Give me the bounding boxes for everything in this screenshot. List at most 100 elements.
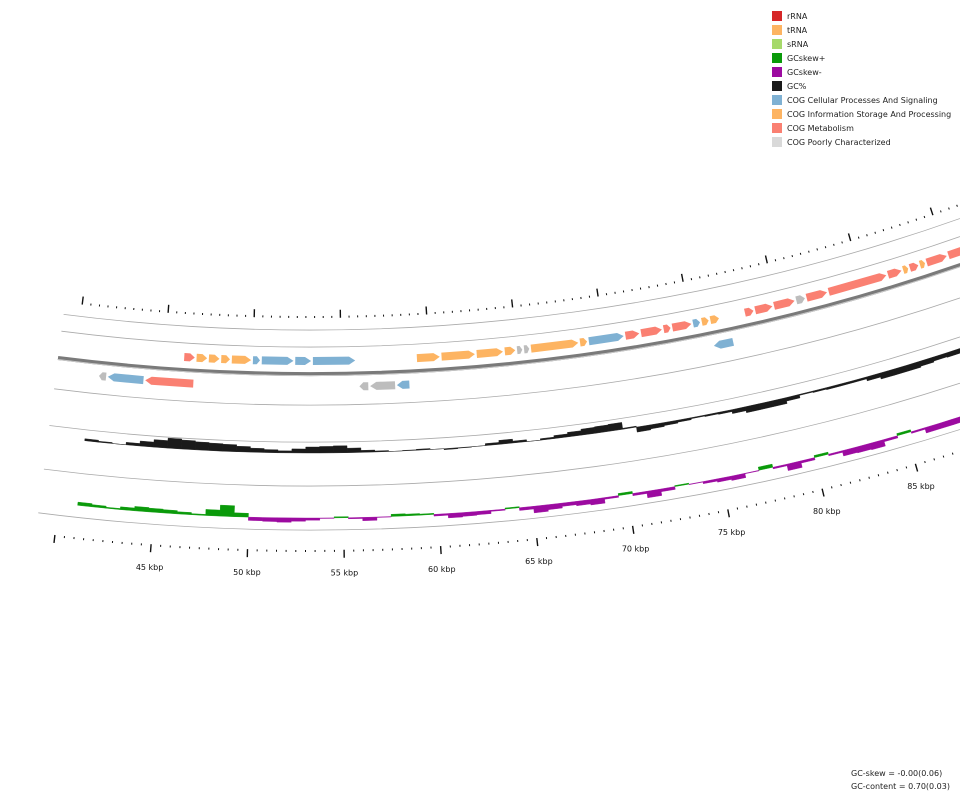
gc-skew-bar xyxy=(305,517,320,521)
gc-skew-bar xyxy=(730,473,747,481)
gc-skew-bar xyxy=(813,451,829,458)
outer-minor-tick xyxy=(896,468,898,472)
gc-skew-bar xyxy=(77,501,93,508)
inner-minor-tick xyxy=(890,226,893,229)
gene-forward-information xyxy=(530,339,579,353)
gc-skew-bar xyxy=(646,488,663,499)
inner-minor-tick xyxy=(799,252,802,255)
gc-skew-bar xyxy=(575,499,592,507)
inner-major-tick xyxy=(167,304,170,313)
gene-forward-information xyxy=(441,350,475,361)
gc-skew-bar xyxy=(674,482,690,487)
gc-skew-bar xyxy=(632,491,648,496)
outer-minor-tick xyxy=(951,452,954,455)
outer-minor-tick xyxy=(887,471,889,474)
outer-minor-tick xyxy=(859,479,861,482)
gc-content-bar xyxy=(153,439,169,449)
gc-content-bar xyxy=(471,445,486,447)
outer-major-tick xyxy=(914,463,919,472)
outer-major-tick xyxy=(821,488,825,497)
gc-skew-bar xyxy=(828,450,843,457)
gc-content-bar xyxy=(84,438,99,443)
inner-minor-tick xyxy=(741,267,743,270)
gc-content-bar xyxy=(852,376,867,383)
inner-major-tick xyxy=(425,306,428,315)
legend-item-cog-cellular: COG Cellular Processes And Signaling xyxy=(772,93,951,107)
gc-skew-bar xyxy=(291,517,306,522)
gc-content-bar xyxy=(208,442,224,452)
inner-minor-tick xyxy=(808,250,810,253)
gc-content-bar xyxy=(677,417,692,423)
inner-minor-tick xyxy=(882,229,885,232)
gc-skew-bar xyxy=(419,513,435,516)
gc-skew-bar xyxy=(433,513,449,517)
outer-major-tick xyxy=(536,538,539,547)
legend: rRNA tRNA sRNA GCskew+ GCskew- GC% COG C… xyxy=(772,9,951,149)
gc-skew-bar xyxy=(319,517,335,519)
gene-forward-information xyxy=(476,348,503,358)
gc-content-bar xyxy=(305,446,320,454)
inner-major-tick xyxy=(596,288,599,297)
gc-content-bar xyxy=(567,430,582,438)
legend-item-gc-percent: GC% xyxy=(772,79,951,93)
legend-item-cog-poorly: COG Poorly Characterized xyxy=(772,135,951,149)
gene-forward-metabolism xyxy=(886,268,902,279)
gc-skew-bar xyxy=(757,463,774,471)
gc-skew-bar xyxy=(841,446,858,457)
gc-content-bar xyxy=(905,361,922,372)
gc-content-bar xyxy=(457,446,472,449)
gc-content-bar xyxy=(484,442,500,446)
legend-label: COG Metabolism xyxy=(787,123,854,133)
legend-item-rrna: rRNA xyxy=(772,9,951,23)
gene-forward-information xyxy=(709,315,719,324)
gene-forward-poorly xyxy=(516,345,523,355)
scale-label: 45 kbp xyxy=(136,563,164,572)
inner-minor-tick xyxy=(841,241,843,244)
gc-content-bar xyxy=(717,409,733,415)
gc-skew-bar xyxy=(702,478,718,484)
gc-skew-bar xyxy=(561,501,577,507)
gc-content-bar xyxy=(594,424,610,434)
gc-content-bar xyxy=(291,448,306,454)
gc-skew-bar xyxy=(148,507,164,514)
gene-forward-metabolism xyxy=(827,273,887,296)
gc-skew-bar xyxy=(276,517,292,523)
gc-content-bar xyxy=(945,348,960,358)
gc-skew-bar xyxy=(504,506,520,510)
gc-content-bar xyxy=(731,406,747,414)
gc-skew-bar xyxy=(105,506,121,510)
inner-minor-tick xyxy=(791,254,793,258)
inner-major-tick xyxy=(764,255,768,264)
gc-content-stat: GC-content = 0.70(0.03) xyxy=(851,782,950,791)
gene-forward-information xyxy=(902,265,909,274)
gene-forward-information xyxy=(701,317,709,326)
gc-skew-bar xyxy=(405,513,420,517)
inner-major-tick xyxy=(680,273,684,282)
legend-item-cog-metabolism: COG Metabolism xyxy=(772,121,951,135)
inner-minor-tick xyxy=(816,248,818,251)
outer-minor-tick xyxy=(831,486,833,489)
outer-minor-tick xyxy=(877,474,880,477)
gc-content-bar xyxy=(333,445,348,454)
gene-forward-metabolism xyxy=(744,307,754,317)
track-line xyxy=(43,382,960,487)
inner-minor-tick xyxy=(824,246,827,249)
gene-forward-metabolism xyxy=(671,321,692,332)
inner-minor-tick xyxy=(774,259,777,262)
legend-item-cog-information: COG Information Storage And Processing xyxy=(772,107,951,121)
outer-major-tick xyxy=(439,546,442,555)
scale-label: 60 kbp xyxy=(428,565,456,574)
gc-content-bar xyxy=(622,425,637,430)
square-swatch-icon xyxy=(772,67,782,77)
gc-content-bar xyxy=(388,450,403,452)
gc-content-bar xyxy=(277,450,292,454)
gc-content-bar xyxy=(892,365,909,376)
gc-content-bar xyxy=(690,414,706,419)
gc-skew-bar xyxy=(883,435,899,442)
gene-forward-metabolism xyxy=(624,330,640,340)
gc-skew-bar xyxy=(896,429,912,436)
gene-forward-information xyxy=(221,355,230,364)
outer-minor-tick xyxy=(905,466,908,469)
inner-minor-tick xyxy=(758,263,760,266)
square-swatch-icon xyxy=(772,95,782,105)
